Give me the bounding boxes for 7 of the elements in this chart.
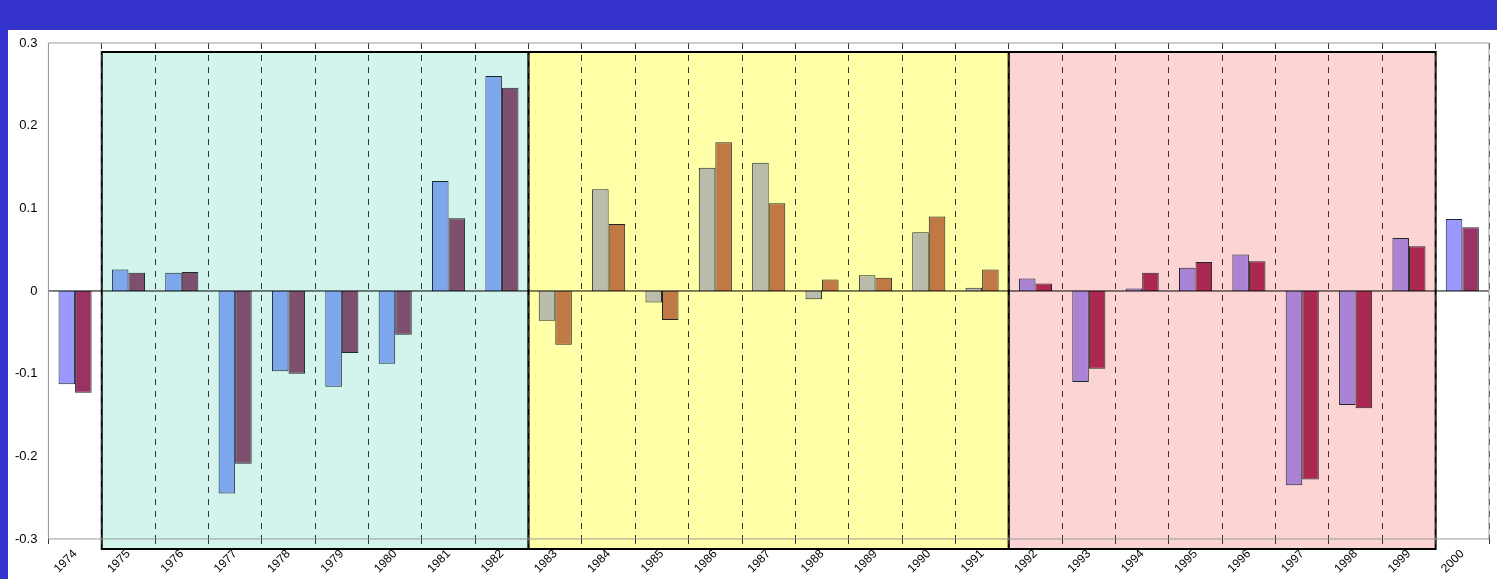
y-tick-label: 0 <box>30 282 38 298</box>
y-tick-label: 0.3 <box>19 34 38 50</box>
y-tick-label: 0.1 <box>19 199 38 215</box>
y-tick-label: -0.2 <box>14 447 38 463</box>
y-tick-label: -0.3 <box>14 530 38 546</box>
y-tick-label: -0.1 <box>14 365 38 381</box>
y-tick-label: 0.2 <box>19 117 38 133</box>
